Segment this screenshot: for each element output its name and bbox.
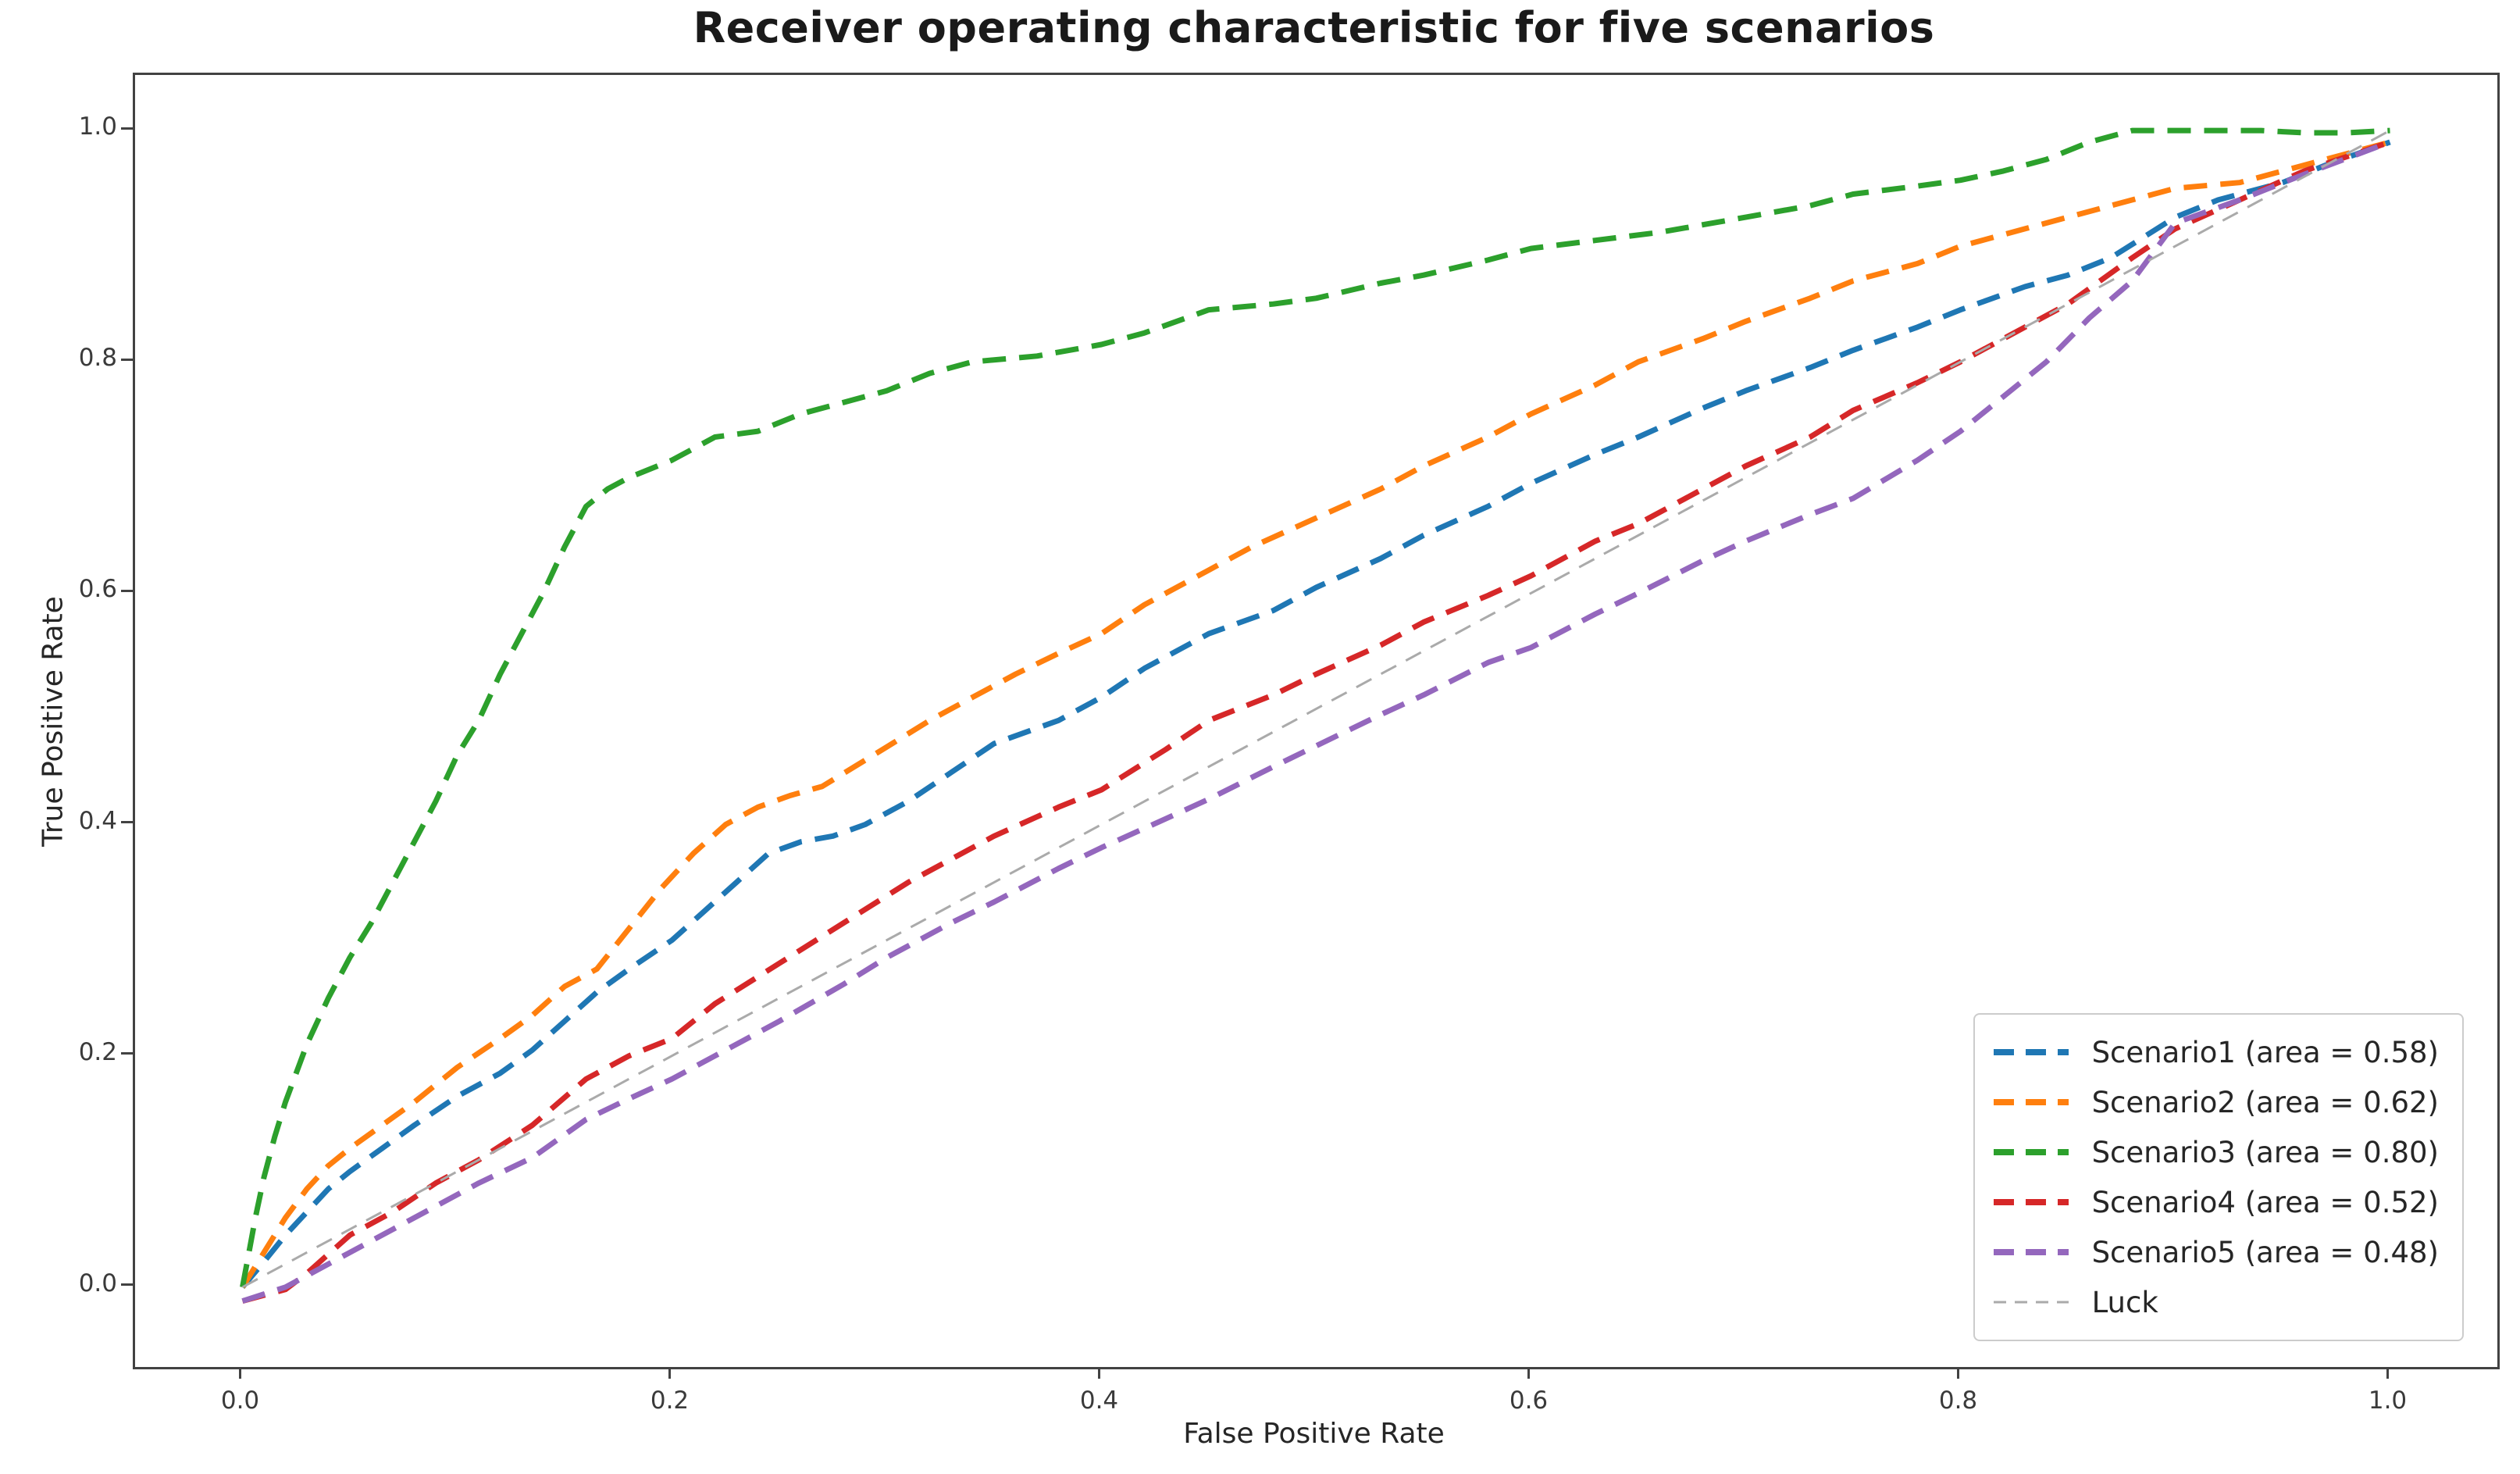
x-tick-label: 1.0 — [2368, 1387, 2408, 1415]
legend-label: Scenario5 (area = 0.48) — [2091, 1235, 2439, 1269]
y-tick-label: 0.2 — [78, 1037, 117, 1066]
legend-line-sample — [1993, 1249, 2069, 1255]
x-tick-label: 0.4 — [1079, 1387, 1119, 1415]
y-tick-label: 0.0 — [78, 1269, 117, 1297]
series-line-scenario4 — [241, 139, 2391, 1304]
legend-row: Luck — [1993, 1277, 2439, 1327]
x-tick-mark — [1527, 1367, 1530, 1379]
legend-label: Scenario3 (area = 0.80) — [2091, 1135, 2439, 1169]
legend-label: Scenario2 (area = 0.62) — [2091, 1085, 2439, 1119]
legend-label: Scenario4 (area = 0.52) — [2091, 1185, 2439, 1219]
y-axis-label: True Positive Rate — [37, 596, 70, 847]
y-tick-label: 0.8 — [78, 344, 117, 373]
x-axis-label: False Positive Rate — [1183, 1418, 1445, 1450]
y-tick-mark — [121, 1283, 133, 1287]
series-line-scenario1 — [240, 139, 2391, 1290]
x-tick-mark — [239, 1367, 241, 1379]
legend-row: Scenario4 (area = 0.52) — [1993, 1177, 2439, 1227]
x-tick-label: 0.2 — [650, 1387, 690, 1415]
legend-box: Scenario1 (area = 0.58) Scenario2 (area =… — [1973, 1013, 2464, 1341]
legend-row: Scenario2 (area = 0.62) — [1993, 1077, 2439, 1127]
x-tick-mark — [2386, 1367, 2389, 1379]
y-tick-mark — [121, 1052, 133, 1055]
legend-row: Scenario3 (area = 0.80) — [1993, 1127, 2439, 1177]
x-tick-label: 0.8 — [1938, 1387, 1978, 1415]
y-tick-label: 0.6 — [78, 575, 117, 604]
y-tick-mark — [121, 821, 133, 824]
y-tick-mark — [121, 589, 133, 592]
x-tick-label: 0.6 — [1509, 1387, 1549, 1415]
legend-label: Luck — [2091, 1285, 2158, 1319]
x-tick-mark — [1098, 1367, 1100, 1379]
series-line-luck — [241, 129, 2391, 1289]
y-tick-mark — [121, 358, 133, 361]
y-tick-mark — [121, 127, 133, 130]
x-tick-mark — [1957, 1367, 1959, 1379]
y-tick-label: 1.0 — [78, 112, 117, 141]
legend-line-sample — [1993, 1049, 2069, 1055]
legend-row: Scenario1 (area = 0.58) — [1993, 1027, 2439, 1077]
legend-row: Scenario5 (area = 0.48) — [1993, 1227, 2439, 1277]
legend-line-sample — [1993, 1149, 2069, 1155]
chart-title: Receiver operating characteristic for fi… — [693, 3, 1935, 52]
legend-line-sample — [1993, 1099, 2069, 1105]
legend-label: Scenario1 (area = 0.58) — [2091, 1035, 2439, 1069]
legend-line-sample — [1993, 1199, 2069, 1205]
series-line-scenario5 — [241, 139, 2391, 1304]
legend-line-sample — [1993, 1301, 2069, 1304]
y-tick-label: 0.4 — [78, 806, 117, 835]
roc-curves-canvas — [240, 127, 2391, 1304]
series-line-scenario2 — [240, 139, 2391, 1289]
x-tick-label: 0.0 — [220, 1387, 260, 1415]
x-tick-mark — [668, 1367, 671, 1379]
plot-area — [133, 73, 2500, 1369]
